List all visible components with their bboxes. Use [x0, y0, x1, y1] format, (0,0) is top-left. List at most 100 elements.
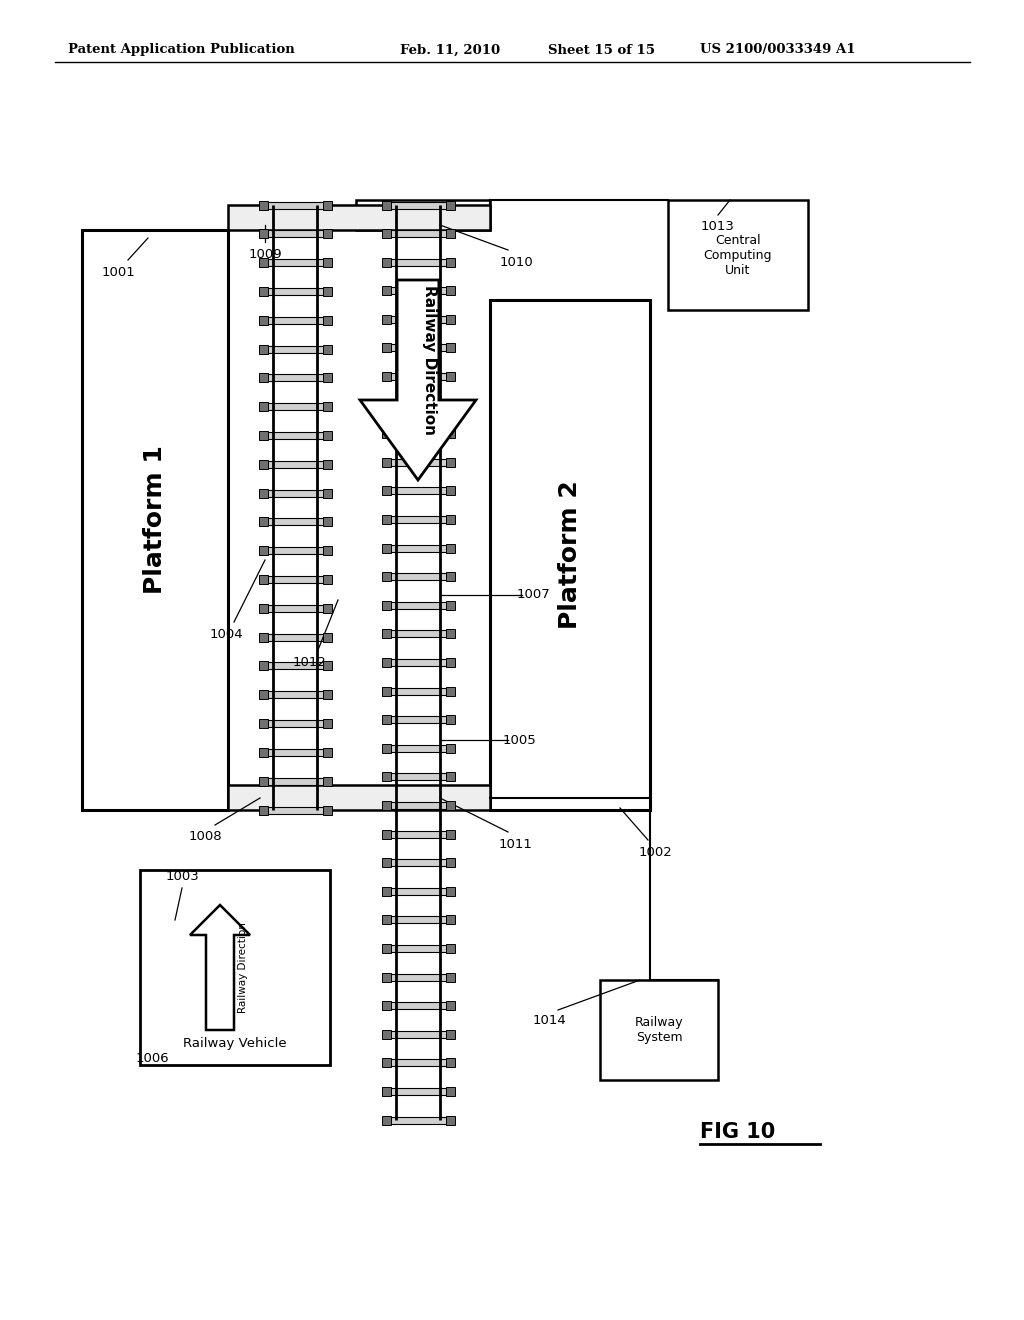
- Text: 1013: 1013: [701, 220, 735, 234]
- Text: 1004: 1004: [209, 628, 243, 642]
- FancyBboxPatch shape: [445, 429, 455, 438]
- Text: Railway
System: Railway System: [635, 1016, 683, 1044]
- FancyBboxPatch shape: [323, 286, 332, 296]
- FancyBboxPatch shape: [386, 545, 450, 552]
- FancyBboxPatch shape: [445, 944, 455, 953]
- FancyBboxPatch shape: [386, 288, 450, 294]
- FancyBboxPatch shape: [382, 1001, 390, 1010]
- FancyBboxPatch shape: [445, 915, 455, 924]
- FancyBboxPatch shape: [382, 973, 390, 982]
- FancyBboxPatch shape: [140, 870, 330, 1065]
- FancyBboxPatch shape: [382, 887, 390, 896]
- Text: Feb. 11, 2010: Feb. 11, 2010: [400, 44, 500, 57]
- FancyBboxPatch shape: [323, 805, 332, 814]
- FancyBboxPatch shape: [382, 915, 390, 924]
- FancyBboxPatch shape: [258, 776, 267, 785]
- FancyBboxPatch shape: [263, 230, 327, 238]
- FancyBboxPatch shape: [382, 601, 390, 610]
- FancyBboxPatch shape: [323, 719, 332, 729]
- FancyBboxPatch shape: [323, 748, 332, 756]
- Text: 1012: 1012: [293, 656, 327, 668]
- FancyBboxPatch shape: [263, 605, 327, 612]
- FancyBboxPatch shape: [263, 346, 327, 352]
- FancyBboxPatch shape: [263, 692, 327, 698]
- FancyBboxPatch shape: [258, 661, 267, 671]
- Text: Sheet 15 of 15: Sheet 15 of 15: [548, 44, 655, 57]
- FancyBboxPatch shape: [445, 544, 455, 553]
- FancyBboxPatch shape: [386, 830, 450, 838]
- FancyBboxPatch shape: [258, 315, 267, 325]
- FancyBboxPatch shape: [323, 776, 332, 785]
- FancyBboxPatch shape: [258, 403, 267, 411]
- FancyBboxPatch shape: [382, 1115, 390, 1125]
- FancyBboxPatch shape: [445, 743, 455, 752]
- Text: Railway Vehicle: Railway Vehicle: [183, 1036, 287, 1049]
- FancyBboxPatch shape: [382, 630, 390, 639]
- FancyBboxPatch shape: [382, 458, 390, 467]
- FancyBboxPatch shape: [382, 1030, 390, 1039]
- FancyBboxPatch shape: [445, 372, 455, 381]
- FancyBboxPatch shape: [263, 288, 327, 294]
- Text: 1002: 1002: [638, 846, 672, 858]
- FancyBboxPatch shape: [382, 772, 390, 781]
- FancyBboxPatch shape: [386, 202, 450, 209]
- FancyBboxPatch shape: [258, 488, 267, 498]
- FancyBboxPatch shape: [386, 717, 450, 723]
- FancyBboxPatch shape: [323, 315, 332, 325]
- FancyBboxPatch shape: [445, 515, 455, 524]
- FancyBboxPatch shape: [258, 286, 267, 296]
- FancyBboxPatch shape: [258, 374, 267, 383]
- FancyBboxPatch shape: [323, 259, 332, 267]
- FancyBboxPatch shape: [258, 805, 267, 814]
- FancyBboxPatch shape: [323, 576, 332, 583]
- FancyBboxPatch shape: [445, 829, 455, 838]
- FancyBboxPatch shape: [386, 1002, 450, 1008]
- FancyBboxPatch shape: [323, 632, 332, 642]
- FancyBboxPatch shape: [445, 458, 455, 467]
- Text: Central
Computing
Unit: Central Computing Unit: [703, 234, 772, 276]
- FancyBboxPatch shape: [382, 858, 390, 867]
- FancyBboxPatch shape: [263, 259, 327, 267]
- FancyBboxPatch shape: [382, 201, 390, 210]
- FancyBboxPatch shape: [445, 686, 455, 696]
- FancyBboxPatch shape: [258, 690, 267, 700]
- FancyBboxPatch shape: [445, 401, 455, 409]
- FancyBboxPatch shape: [263, 721, 327, 727]
- FancyBboxPatch shape: [445, 572, 455, 581]
- Text: Railway Direction: Railway Direction: [238, 923, 248, 1012]
- FancyBboxPatch shape: [386, 430, 450, 437]
- Text: 1010: 1010: [499, 256, 532, 268]
- FancyBboxPatch shape: [382, 715, 390, 725]
- FancyBboxPatch shape: [382, 743, 390, 752]
- FancyBboxPatch shape: [445, 1059, 455, 1068]
- FancyBboxPatch shape: [445, 973, 455, 982]
- FancyBboxPatch shape: [323, 430, 332, 440]
- FancyBboxPatch shape: [386, 516, 450, 523]
- FancyBboxPatch shape: [445, 286, 455, 296]
- FancyBboxPatch shape: [386, 659, 450, 667]
- FancyBboxPatch shape: [386, 401, 450, 409]
- FancyBboxPatch shape: [323, 403, 332, 411]
- Text: 1011: 1011: [499, 837, 532, 850]
- FancyBboxPatch shape: [258, 259, 267, 267]
- FancyBboxPatch shape: [386, 1060, 450, 1067]
- FancyBboxPatch shape: [386, 688, 450, 694]
- FancyBboxPatch shape: [382, 230, 390, 238]
- FancyBboxPatch shape: [386, 1031, 450, 1038]
- Text: Railway Direction: Railway Direction: [423, 285, 437, 436]
- Text: Platform 1: Platform 1: [143, 446, 167, 594]
- FancyBboxPatch shape: [382, 1059, 390, 1068]
- FancyBboxPatch shape: [263, 403, 327, 411]
- Text: 1003: 1003: [165, 870, 199, 883]
- FancyBboxPatch shape: [323, 374, 332, 383]
- FancyBboxPatch shape: [382, 686, 390, 696]
- FancyBboxPatch shape: [323, 661, 332, 671]
- FancyBboxPatch shape: [258, 603, 267, 612]
- FancyBboxPatch shape: [445, 715, 455, 725]
- FancyBboxPatch shape: [386, 803, 450, 809]
- FancyBboxPatch shape: [386, 744, 450, 752]
- Polygon shape: [360, 280, 476, 480]
- FancyBboxPatch shape: [263, 317, 327, 323]
- FancyBboxPatch shape: [445, 601, 455, 610]
- FancyBboxPatch shape: [600, 979, 718, 1080]
